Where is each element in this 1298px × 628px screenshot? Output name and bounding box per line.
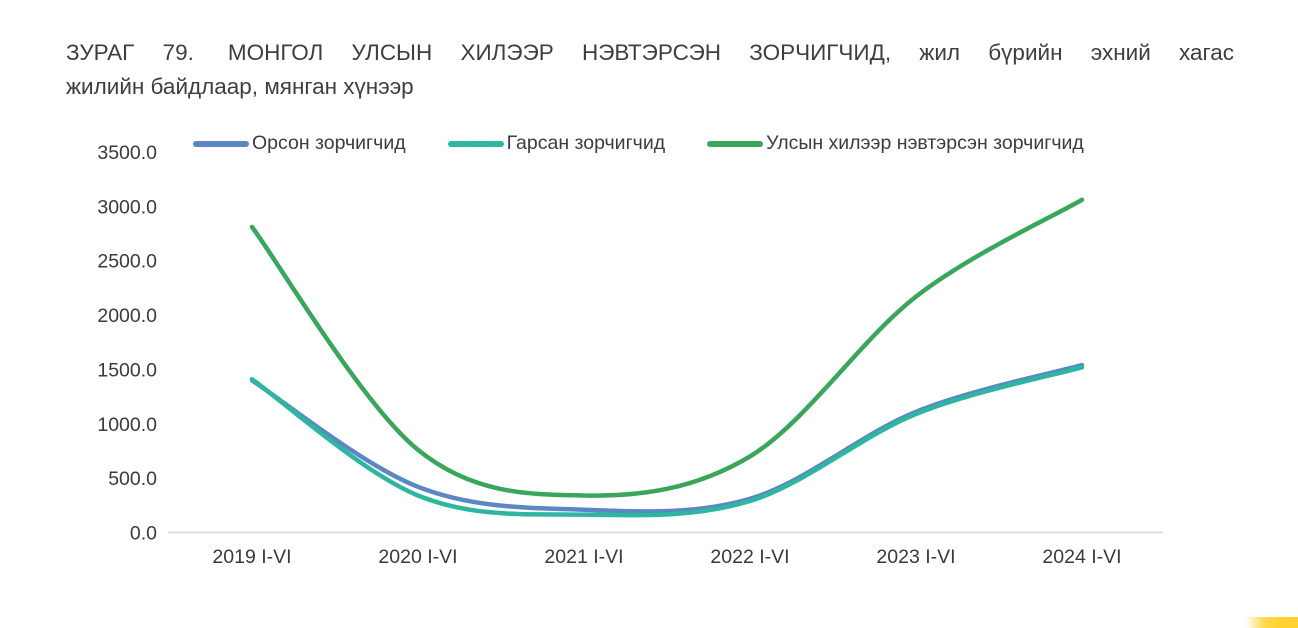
chart-title-line1: ЗУРАГ 79. МОНГОЛ УЛСЫН ХИЛЭЭР НЭВТЭРСЭН З… — [66, 36, 1234, 70]
y-axis-tick-label: 3000.0 — [97, 196, 157, 218]
chart-legend: Орсон зорчигчид Гарсан зорчигчид Улсын хил… — [193, 132, 1084, 155]
legend-swatch-icon — [707, 140, 764, 147]
figure-number: ЗУРАГ 79. — [66, 40, 194, 65]
x-axis-tick-label: 2022 I-VI — [710, 546, 789, 568]
legend-swatch-icon — [447, 140, 504, 147]
y-axis-tick-label: 2000.0 — [97, 305, 157, 327]
y-axis-tick-label: 1000.0 — [97, 414, 157, 436]
x-axis-tick-label: 2024 I-VI — [1042, 546, 1121, 568]
x-axis-tick-label: 2020 I-VI — [378, 546, 457, 568]
y-axis-tick-label: 500.0 — [108, 468, 157, 490]
x-axis-tick-label: 2021 I-VI — [544, 546, 623, 568]
chart-title: ЗУРАГ 79. МОНГОЛ УЛСЫН ХИЛЭЭР НЭВТЭРСЭН З… — [66, 36, 1234, 104]
y-axis-tick-label: 0.0 — [130, 523, 157, 545]
chart-title-line2: жилийн байдлаар, мянган хүнээр — [66, 74, 414, 99]
x-axis-tick-label: 2023 I-VI — [876, 546, 955, 568]
legend-swatch-icon — [193, 140, 249, 147]
chart-title-text: МОНГОЛ УЛСЫН ХИЛЭЭР НЭВТЭРСЭН ЗОРЧИГЧИД,… — [227, 40, 1234, 65]
legend-item-0: Орсон зорчигчид — [193, 132, 406, 155]
yellow-corner-fragment — [1246, 617, 1298, 628]
y-axis-tick-label: 2500.0 — [97, 251, 157, 273]
x-axis-tick-label: 2019 I-VI — [212, 546, 291, 568]
y-axis-tick-label: 1500.0 — [97, 359, 157, 381]
legend-item-2: Улсын хилээр нэвтэрсэн зорчигчид — [707, 132, 1084, 155]
legend-label: Гарсан зорчигчид — [506, 132, 666, 154]
legend-item-1: Гарсан зорчигчид — [447, 132, 666, 155]
y-axis-tick-label: 3500.0 — [97, 142, 157, 164]
series-line-2 — [249, 197, 1085, 498]
legend-label: Улсын хилээр нэвтэрсэн зорчигчид — [766, 132, 1084, 154]
series-line-1 — [249, 365, 1085, 518]
legend-label: Орсон зорчигчид — [252, 132, 406, 154]
